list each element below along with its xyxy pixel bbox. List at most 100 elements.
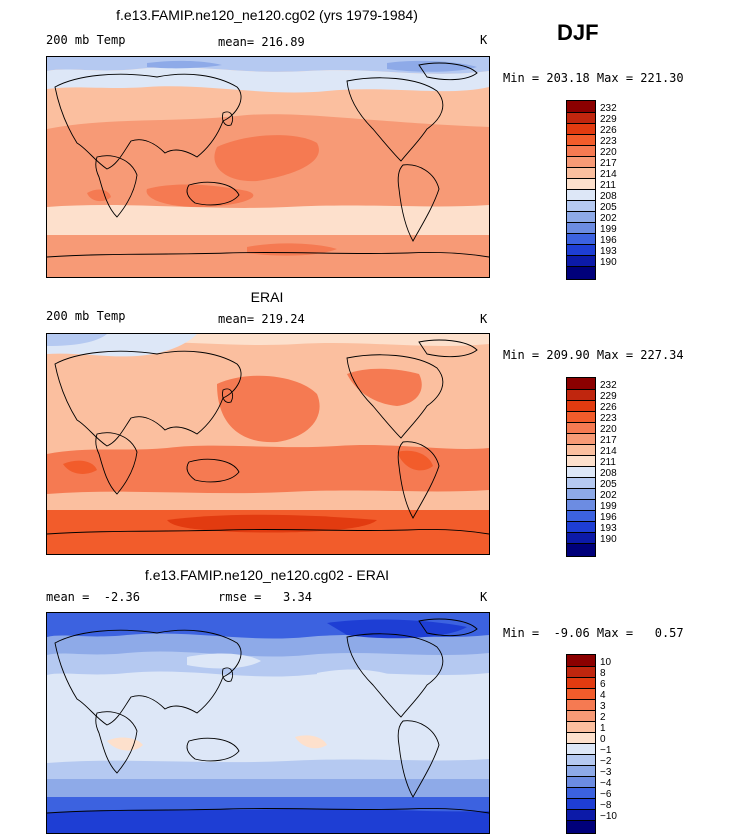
panel2-colorbar-tick: 220 [600, 424, 617, 435]
panel2-colorbar-cell [567, 390, 595, 401]
panel2-colorbar-cell [567, 478, 595, 489]
panel3-units: K [480, 590, 488, 604]
panel1-colorbar-tick: 193 [600, 246, 617, 257]
panel1-colorbar-cell [567, 234, 595, 245]
panel3-colorbar-cell [567, 766, 595, 777]
panel2-variable-label: 200 mb Temp [46, 309, 126, 323]
panel3-colorbar-tick: −6 [600, 789, 612, 800]
panel2-colorbar-cell [567, 378, 595, 390]
panel2-colorbar-cell [567, 522, 595, 533]
panel3-colorbar-tick: −8 [600, 800, 612, 811]
panel1-colorbar-tick: 214 [600, 169, 617, 180]
panel2-colorbar-cell [567, 511, 595, 522]
panel1-colorbar-cell [567, 223, 595, 234]
panel1-mean-label: mean= 216.89 [218, 35, 305, 49]
panel1-colorbar-cell [567, 168, 595, 179]
panel2-colorbar-tick: 232 [600, 380, 617, 391]
panel3-colorbar-cell [567, 722, 595, 733]
panel3-colorbar-cell [567, 799, 595, 810]
panel2-map [46, 333, 490, 555]
panel1-variable-label: 200 mb Temp [46, 33, 126, 47]
panel1-units: K [480, 33, 488, 47]
panel1-colorbar-cell [567, 157, 595, 168]
panel1-colorbar-cell [567, 124, 595, 135]
season-label: DJF [557, 20, 599, 45]
panel1-colorbar-cell [567, 256, 595, 267]
panel3-colorbar [566, 654, 596, 834]
panel1-colorbar-tick: 232 [600, 103, 617, 114]
panel1-colorbar-tick: 205 [600, 202, 617, 213]
panel1-colorbar-cell [567, 201, 595, 212]
panel3-colorbar-cell [567, 755, 595, 766]
panel3-colorbar-cell [567, 821, 595, 833]
panel1-colorbar-tick: 229 [600, 114, 617, 125]
panel2-colorbar-cell [567, 456, 595, 467]
panel1-colorbar-tick: 226 [600, 125, 617, 136]
panel3-colorbar-tick: −3 [600, 767, 612, 778]
panel2-colorbar-tick: 217 [600, 435, 617, 446]
panel2-colorbar-cell [567, 533, 595, 544]
panel2-colorbar-tick: 193 [600, 523, 617, 534]
panel2-minmax: Min = 209.90 Max = 227.34 [503, 348, 684, 362]
panel1-colorbar-cell [567, 146, 595, 157]
panel3-colorbar-tick: 8 [600, 668, 606, 679]
panel2-colorbar-tick: 199 [600, 501, 617, 512]
panel3-colorbar-tick: 6 [600, 679, 606, 690]
panel2-colorbar-tick: 208 [600, 468, 617, 479]
panel1-colorbar-cell [567, 190, 595, 201]
panel2-colorbar-cell [567, 467, 595, 478]
panel2-colorbar-tick: 211 [600, 457, 616, 468]
panel1-colorbar-cell [567, 212, 595, 223]
panel1-colorbar-tick: 196 [600, 235, 617, 246]
panel1-colorbar-cell [567, 245, 595, 256]
panel3-colorbar-tick: −10 [600, 811, 617, 822]
panel3-colorbar-tick: −1 [600, 745, 612, 756]
panel3-colorbar-tick: 0 [600, 734, 606, 745]
panel3-colorbar-cell [567, 810, 595, 821]
panel1-colorbar-tick: 208 [600, 191, 617, 202]
panel2-colorbar-cell [567, 434, 595, 445]
panel3-colorbar-tick: 3 [600, 701, 606, 712]
panel2-mean-label: mean= 219.24 [218, 312, 305, 326]
panel2-units: K [480, 312, 488, 326]
panel1-colorbar-tick: 223 [600, 136, 617, 147]
panel1-colorbar-cell [567, 101, 595, 113]
panel2-colorbar-tick: 226 [600, 402, 617, 413]
panel3-colorbar-tick: 2 [600, 712, 606, 723]
panel2-colorbar-tick: 229 [600, 391, 617, 402]
panel3-colorbar-tick: 10 [600, 657, 612, 668]
panel1-title: f.e13.FAMIP.ne120_ne120.cg02 (yrs 1979-1… [116, 7, 418, 23]
panel1-colorbar-cell [567, 179, 595, 190]
panel1-colorbar-tick: 202 [600, 213, 617, 224]
panel1-colorbar-cell [567, 113, 595, 124]
panel2-colorbar-cell [567, 489, 595, 500]
panel1-colorbar-tick: 217 [600, 158, 617, 169]
panel1-colorbar-tick: 220 [600, 147, 617, 158]
panel3-colorbar-cell [567, 777, 595, 788]
panel2-colorbar-cell [567, 412, 595, 423]
panel3-colorbar-tick: −4 [600, 778, 612, 789]
panel3-map [46, 612, 490, 834]
panel2-colorbar-cell [567, 423, 595, 434]
panel2-colorbar-cell [567, 445, 595, 456]
panel2-colorbar-cell [567, 544, 595, 556]
panel1-colorbar-cell [567, 135, 595, 146]
panel1-colorbar-tick: 190 [600, 257, 617, 268]
panel3-minmax: Min = -9.06 Max = 0.57 [503, 626, 684, 640]
panel2-colorbar-tick: 214 [600, 446, 617, 457]
panel3-colorbar-cell [567, 733, 595, 744]
panel2-colorbar-tick: 190 [600, 534, 617, 545]
panel1-colorbar-cell [567, 267, 595, 279]
panel2-colorbar-tick: 196 [600, 512, 617, 523]
panel1-minmax: Min = 203.18 Max = 221.30 [503, 71, 684, 85]
panel2-colorbar-cell [567, 500, 595, 511]
panel3-colorbar-cell [567, 655, 595, 667]
panel3-colorbar-cell [567, 788, 595, 799]
panel3-rmse-label: rmse = 3.34 [218, 590, 312, 604]
panel3-colorbar-cell [567, 744, 595, 755]
panel2-colorbar [566, 377, 596, 557]
panel3-colorbar-cell [567, 700, 595, 711]
panel2-colorbar-tick: 223 [600, 413, 617, 424]
panel3-colorbar-cell [567, 711, 595, 722]
panel3-colorbar-tick: −2 [600, 756, 612, 767]
